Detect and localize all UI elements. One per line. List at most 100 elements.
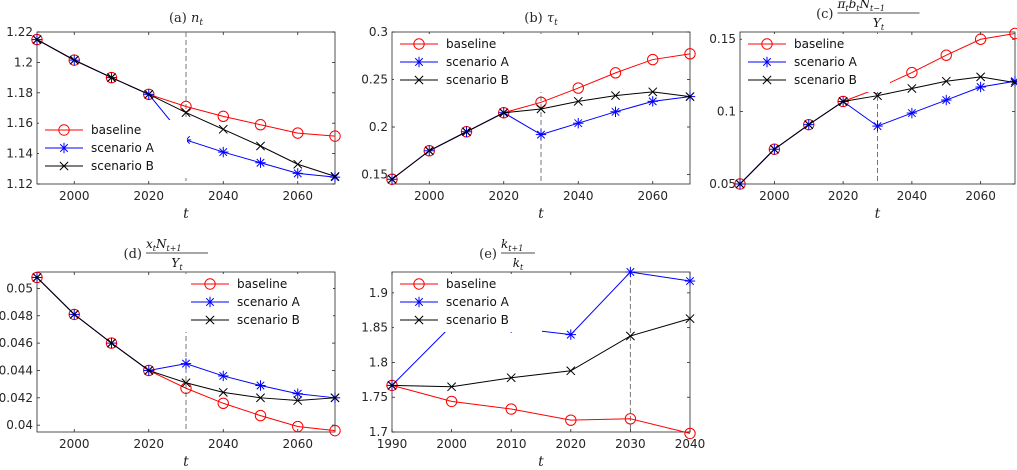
data-point <box>387 174 397 184</box>
data-point <box>499 108 509 118</box>
data-point <box>329 171 341 183</box>
data-point <box>32 35 42 45</box>
chart-panel-d: 2000 2020 2040 2060 0.04 0.042 0.044 0.046 0.048… <box>0 237 341 470</box>
data-point <box>106 338 117 348</box>
data-point <box>217 110 229 123</box>
data-point <box>292 168 303 179</box>
data-point <box>181 108 191 118</box>
legend-marker <box>413 56 425 68</box>
x-tick-label: 2000 <box>436 437 467 451</box>
data-point <box>906 66 918 79</box>
data-point <box>218 370 229 382</box>
x-tick-label: 2020 <box>556 437 587 451</box>
data-point <box>769 144 779 154</box>
y-tick-label: 0.05 <box>709 177 736 191</box>
x-tick-label: 2020 <box>488 189 519 203</box>
data-point <box>535 129 547 140</box>
y-tick-label: 1.8 <box>369 355 388 369</box>
data-point <box>648 87 658 97</box>
chart-title-numerator: kt+1 <box>501 237 523 253</box>
legend-label: scenario B <box>446 313 509 327</box>
x-tick-label: 2000 <box>59 189 90 203</box>
data-point <box>647 53 659 66</box>
data-point <box>804 120 814 130</box>
legend-label: baseline <box>446 277 496 291</box>
data-point <box>255 157 266 168</box>
legend: baseline scenario A scenario B <box>394 34 542 92</box>
y-tick-label: 1.16 <box>6 116 33 130</box>
legend-label: scenario A <box>237 295 301 309</box>
data-point <box>685 92 695 102</box>
data-point <box>330 171 340 181</box>
legend-marker <box>414 75 424 85</box>
data-point <box>292 127 304 139</box>
y-tick-label: 0.044 <box>0 363 33 377</box>
legend-label: scenario A <box>446 295 510 309</box>
x-tick-label: 2060 <box>965 189 996 203</box>
series-line <box>391 318 691 388</box>
data-point <box>610 91 621 101</box>
y-tick-label: 0.15 <box>709 32 736 46</box>
data-point <box>565 329 576 340</box>
data-point <box>424 146 434 156</box>
data-point <box>144 89 154 99</box>
legend-label: scenario A <box>794 55 858 69</box>
legend-marker <box>58 142 70 154</box>
data-point <box>69 55 79 65</box>
data-point <box>684 48 696 60</box>
data-point <box>255 393 266 403</box>
data-point <box>1009 76 1017 87</box>
y-tick-label: 0.05 <box>6 281 33 295</box>
data-point <box>387 380 397 390</box>
series-scenario-B <box>387 314 695 392</box>
legend-label: baseline <box>237 277 287 291</box>
data-point <box>292 388 303 399</box>
x-tick-label: 2040 <box>897 189 928 203</box>
legend-marker <box>413 278 425 290</box>
y-tick-label: 1.14 <box>6 147 33 161</box>
data-point <box>906 107 918 119</box>
data-point <box>180 358 192 369</box>
chart-title-prefix: (e) <box>479 247 497 262</box>
chart-title-numerator: xtNt+1 <box>146 237 182 253</box>
legend-marker <box>761 38 773 50</box>
data-point <box>505 403 517 415</box>
y-tick-label: 1.7 <box>369 425 388 439</box>
data-point <box>975 81 986 93</box>
x-axis-label: t <box>875 206 881 222</box>
data-point <box>293 159 303 169</box>
data-point <box>292 420 304 433</box>
data-point <box>106 73 117 83</box>
data-point <box>69 309 79 319</box>
x-tick-label: 2060 <box>637 189 668 203</box>
data-point <box>941 76 951 86</box>
data-point <box>907 83 917 93</box>
data-point <box>684 427 696 440</box>
data-point <box>445 395 458 408</box>
legend-marker <box>204 296 216 308</box>
data-point <box>573 96 583 106</box>
chart-title-denominator: kt <box>513 256 524 272</box>
data-point <box>685 314 695 324</box>
y-tick-label: 0.042 <box>0 391 33 405</box>
data-point <box>566 366 576 376</box>
data-point <box>940 49 952 61</box>
x-tick-label: 2040 <box>675 437 706 451</box>
legend-label: scenario B <box>446 73 509 87</box>
series-line <box>391 384 691 434</box>
y-tick-label: 1.18 <box>6 86 33 100</box>
legend-marker <box>413 296 425 308</box>
y-tick-label: 0.2 <box>369 120 388 134</box>
chart-title-numerator: πtbtNt−1 <box>837 0 886 13</box>
x-tick-label: 2020 <box>133 189 164 203</box>
data-point <box>447 382 457 392</box>
data-point <box>254 409 267 422</box>
legend: baseline scenario A scenario B <box>39 120 187 178</box>
legend-marker <box>204 278 216 290</box>
legend-marker <box>414 315 424 325</box>
data-point <box>218 146 229 158</box>
y-tick-label: 0.3 <box>369 25 388 39</box>
y-tick-label: 0.25 <box>361 73 388 87</box>
y-tick-label: 0.046 <box>0 336 33 350</box>
